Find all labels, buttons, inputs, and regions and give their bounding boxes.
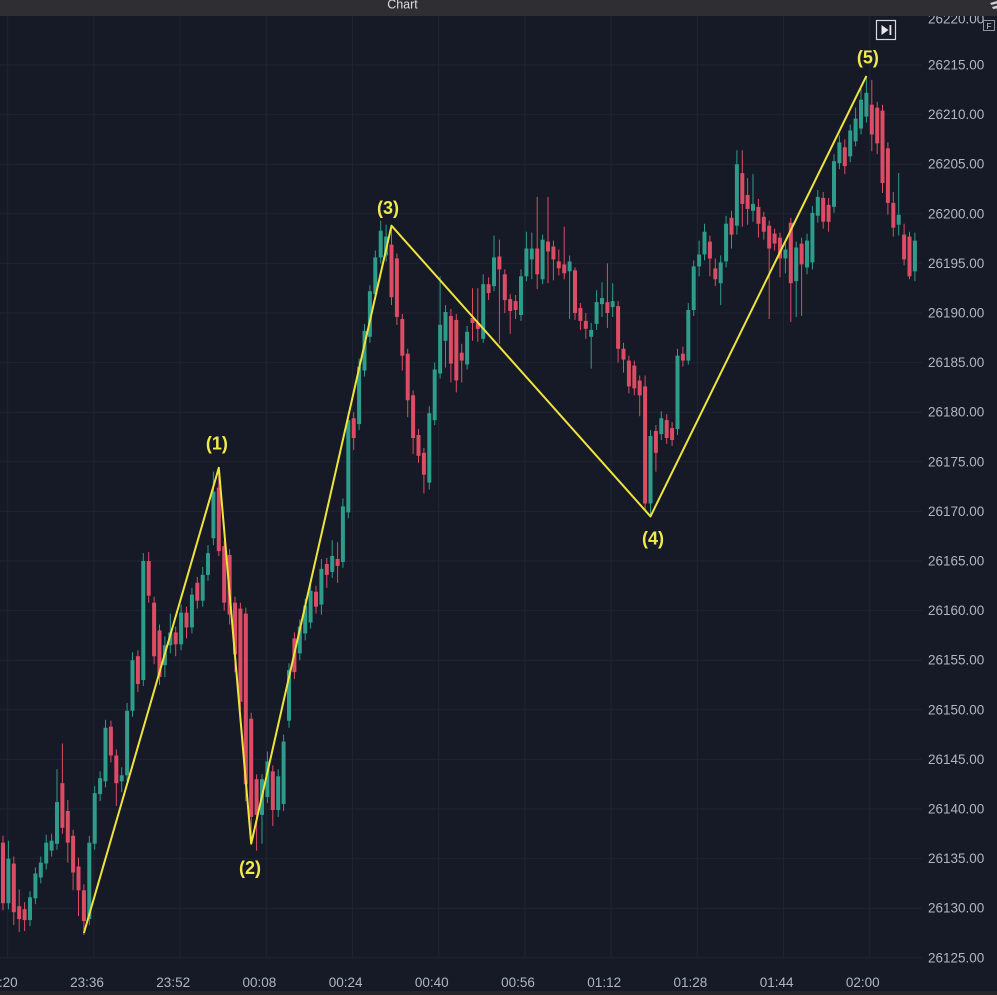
- svg-text:26175.00: 26175.00: [928, 454, 984, 469]
- svg-text:26130.00: 26130.00: [928, 901, 984, 916]
- svg-text:23:52: 23:52: [156, 975, 190, 990]
- svg-text:00:40: 00:40: [415, 975, 449, 990]
- svg-text:26145.00: 26145.00: [928, 752, 984, 767]
- svg-text:01:12: 01:12: [587, 975, 621, 990]
- svg-text:23:36: 23:36: [70, 975, 104, 990]
- svg-text:26165.00: 26165.00: [928, 554, 984, 569]
- svg-text:26135.00: 26135.00: [928, 851, 984, 866]
- svg-text:01:44: 01:44: [760, 975, 794, 990]
- svg-text:26140.00: 26140.00: [928, 802, 984, 817]
- svg-text:26195.00: 26195.00: [928, 256, 984, 271]
- svg-text:(2): (2): [239, 858, 261, 878]
- svg-text:26170.00: 26170.00: [928, 504, 984, 519]
- svg-text:23:20: 23:20: [0, 975, 18, 990]
- svg-text:Chart: Chart: [387, 0, 418, 12]
- svg-text:26155.00: 26155.00: [928, 653, 984, 668]
- svg-text:00:08: 00:08: [243, 975, 277, 990]
- svg-text:26200.00: 26200.00: [928, 206, 984, 221]
- svg-text:(1): (1): [206, 433, 228, 453]
- svg-text:26185.00: 26185.00: [928, 355, 984, 370]
- svg-text:26180.00: 26180.00: [928, 405, 984, 420]
- svg-text:F: F: [986, 21, 991, 31]
- svg-text:(3): (3): [377, 198, 399, 218]
- svg-text:26150.00: 26150.00: [928, 702, 984, 717]
- svg-text:26205.00: 26205.00: [928, 157, 984, 172]
- svg-text:(5): (5): [857, 47, 879, 67]
- svg-text:00:56: 00:56: [501, 975, 535, 990]
- svg-text:00:24: 00:24: [329, 975, 363, 990]
- svg-text:(4): (4): [642, 528, 664, 548]
- svg-text:26125.00: 26125.00: [928, 950, 984, 965]
- svg-text:26160.00: 26160.00: [928, 603, 984, 618]
- svg-text:26210.00: 26210.00: [928, 107, 984, 122]
- svg-text:01:28: 01:28: [674, 975, 708, 990]
- svg-text:26190.00: 26190.00: [928, 306, 984, 321]
- svg-text:02:00: 02:00: [846, 975, 880, 990]
- svg-text:26215.00: 26215.00: [928, 58, 984, 73]
